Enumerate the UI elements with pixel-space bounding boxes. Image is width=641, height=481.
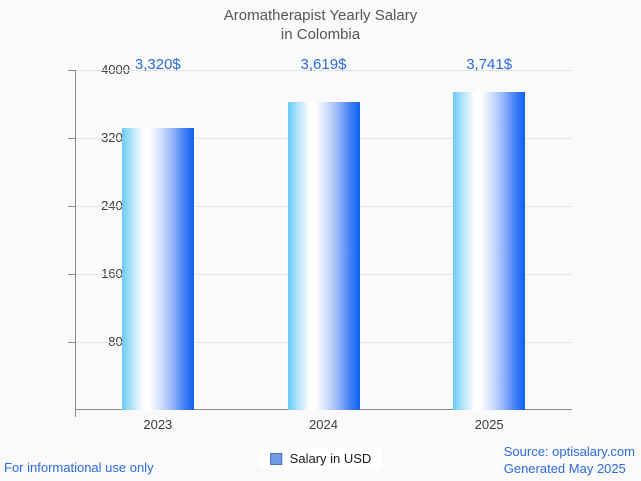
- y-axis-line: [75, 70, 76, 410]
- legend-marker-icon: [269, 452, 282, 465]
- source-block: Source: optisalary.com Generated May 202…: [504, 443, 635, 477]
- y-axis-tick: [68, 70, 75, 71]
- legend: Salary in USD: [259, 448, 382, 469]
- y-axis-tick: [68, 274, 75, 275]
- legend-label: Salary in USD: [289, 451, 372, 466]
- y-axis-tick-label: 4000: [101, 62, 130, 77]
- bar-2025: [453, 92, 526, 410]
- bar-value-label: 3,320$: [134, 56, 181, 73]
- bar-value-label: 3,619$: [300, 56, 347, 73]
- y-axis-tick: [68, 342, 75, 343]
- source-link[interactable]: Source: optisalary.com: [503, 444, 635, 459]
- x-axis-tick-label: 2024: [309, 417, 338, 432]
- y-axis-tick: [68, 206, 75, 207]
- axis-corner-tick: [75, 410, 76, 417]
- y-axis-tick: [68, 138, 75, 139]
- gridline: [75, 70, 572, 71]
- bar-2023: [121, 127, 194, 410]
- chart-title-line1: Aromatherapist Yearly Salary: [223, 7, 418, 24]
- chart-title: Aromatherapist Yearly Salary in Colombia: [0, 6, 641, 44]
- generated-date: Generated May 2025: [503, 461, 626, 476]
- plot-area: 3,320$ 3,619$ 3,741$ 2023 2024 2025: [68, 56, 572, 432]
- x-axis-tick-label: 2025: [474, 417, 504, 432]
- bar-value-label: 3,741$: [466, 56, 513, 73]
- disclaimer-text: For informational use only: [4, 460, 154, 475]
- x-axis-tick-label: 2023: [143, 417, 173, 432]
- chart-title-line2: in Colombia: [280, 26, 361, 43]
- bar-2024: [287, 102, 360, 410]
